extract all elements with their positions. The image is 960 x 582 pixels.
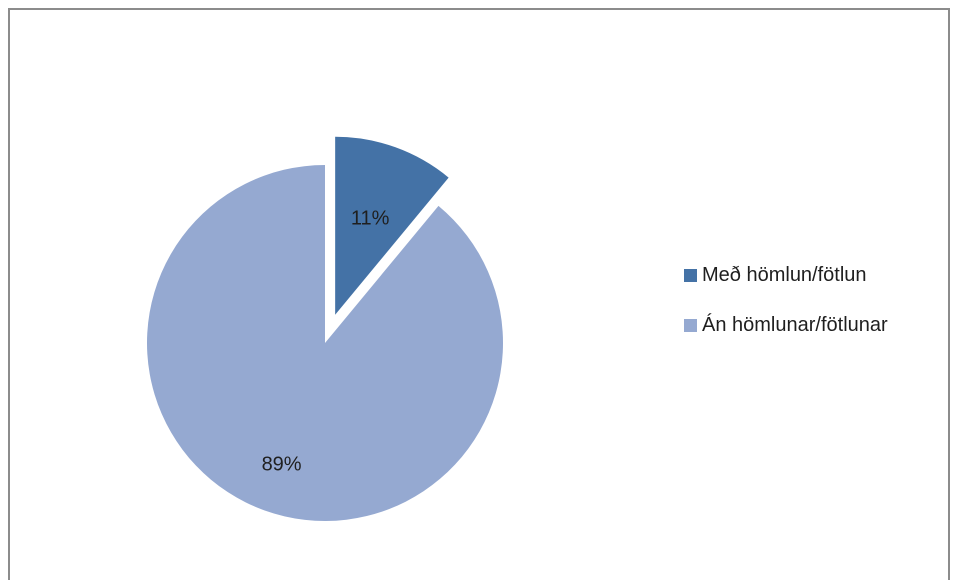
legend-label-an-homlunar: Án hömlunar/fötlunar [702,313,888,336]
pie-data-label-2: 89% [262,454,302,476]
pie-slices [146,136,504,521]
legend-item-med-homlun: Með hömlun/fötlun [684,262,888,288]
pie-slice-2 [146,165,504,521]
legend-label-med-homlun: Með hömlun/fötlun [702,263,867,286]
legend: Með hömlun/fötlun Án hömlunar/fötlunar [684,262,888,362]
pie-data-label-1: 11% [351,208,390,230]
legend-swatch-an-homlunar [684,318,697,332]
legend-item-an-homlunar: Án hömlunar/fötlunar [684,312,888,338]
pie-data-labels: 11% 89% [262,208,390,476]
legend-swatch-med-homlun [684,268,697,282]
pie-slice-1 [335,136,449,315]
